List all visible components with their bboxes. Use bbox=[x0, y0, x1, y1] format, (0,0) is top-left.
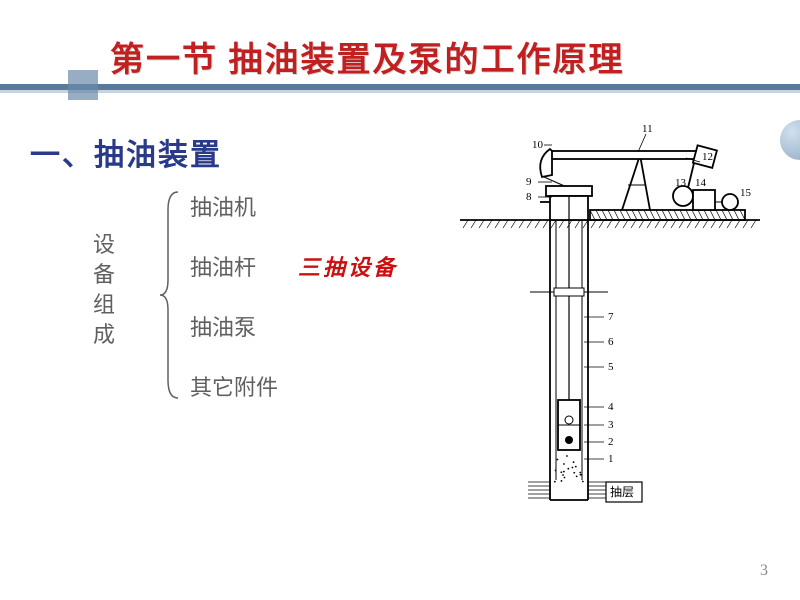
red-annotation: 三抽设备 bbox=[298, 250, 398, 282]
svg-text:9: 9 bbox=[526, 176, 532, 188]
list-item: 抽油泵 bbox=[190, 310, 278, 342]
svg-text:4: 4 bbox=[608, 401, 614, 413]
vertical-label: 设备组成 bbox=[92, 230, 116, 350]
list-item: 抽油杆 bbox=[190, 250, 278, 282]
list-item: 抽油机 bbox=[190, 190, 278, 222]
svg-text:11: 11 bbox=[642, 123, 653, 135]
decorative-bar-light bbox=[0, 90, 800, 93]
svg-text:3: 3 bbox=[608, 419, 614, 431]
page-number: 3 bbox=[760, 562, 768, 580]
side-bubble bbox=[780, 120, 800, 160]
svg-text:6: 6 bbox=[608, 336, 614, 348]
svg-text:13: 13 bbox=[675, 177, 687, 189]
svg-text:15: 15 bbox=[740, 187, 752, 199]
list-item: 其它附件 bbox=[190, 370, 278, 402]
svg-text:2: 2 bbox=[608, 436, 614, 448]
svg-text:7: 7 bbox=[608, 311, 614, 323]
curly-brace bbox=[158, 190, 184, 400]
svg-text:1: 1 bbox=[608, 453, 614, 465]
svg-text:10: 10 bbox=[532, 139, 544, 151]
section-title: 第一节 抽油装置及泵的工作原理 bbox=[110, 32, 625, 81]
equipment-list: 抽油机 抽油杆 抽油泵 其它附件 bbox=[190, 190, 278, 430]
svg-text:14: 14 bbox=[695, 177, 707, 189]
svg-text:8: 8 bbox=[526, 191, 532, 203]
accent-square bbox=[68, 70, 98, 100]
svg-text:抽层: 抽层 bbox=[610, 485, 634, 499]
pumpjack-diagram: 抽层 10 9 8 11 12 13 14 15 7 6 5 4 3 2 1 bbox=[460, 120, 760, 540]
svg-text:5: 5 bbox=[608, 361, 614, 373]
svg-text:12: 12 bbox=[702, 151, 713, 163]
section-subtitle: 一、抽油装置 bbox=[30, 130, 222, 174]
